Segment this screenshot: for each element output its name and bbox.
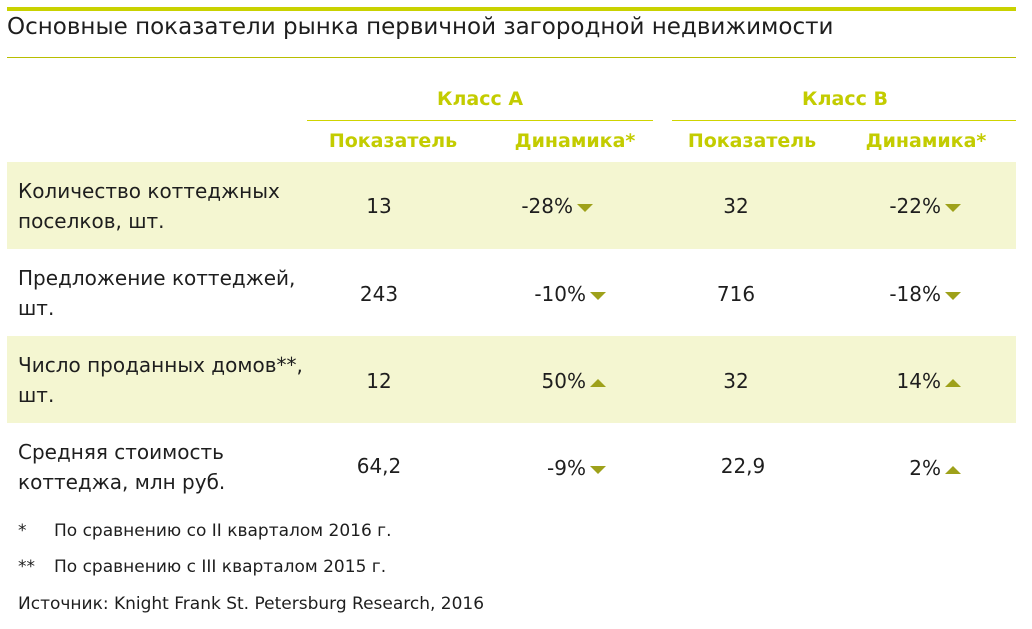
dynamics-value: -9%: [547, 456, 586, 480]
footnote-2-mark: **: [18, 557, 35, 577]
class-b-value: 22,9: [720, 454, 766, 478]
footnote-1-mark: *: [18, 521, 27, 541]
page-title: Основные показатели рынка первичной заго…: [7, 14, 834, 40]
class-b-value: 32: [723, 369, 749, 393]
class-a-dynamics: 50%: [542, 369, 606, 393]
class-a-rule: [307, 120, 653, 121]
top-accent-rule: [7, 7, 1016, 11]
up-arrow-icon: [945, 378, 961, 387]
class-a-dynamics: -10%: [534, 282, 606, 306]
class-b-rule: [672, 120, 1016, 121]
table-row: Предложение коттеджей, шт. 243 -10% 716 …: [7, 249, 1016, 336]
class-b-value: 716: [716, 282, 756, 306]
table-row: Количество коттеджных поселков, шт. 13 -…: [7, 162, 1016, 249]
down-arrow-icon: [590, 291, 606, 300]
dynamics-value: 14%: [896, 369, 941, 393]
dynamics-value: -28%: [521, 194, 573, 218]
up-arrow-icon: [590, 378, 606, 387]
dynamics-value: -22%: [889, 194, 941, 218]
down-arrow-icon: [590, 465, 606, 474]
class-a-dynamics-header: Динамика*: [514, 130, 636, 152]
table-row: Число проданных домов**, шт. 12 50% 32 1…: [7, 336, 1016, 423]
class-a-value: 243: [359, 282, 399, 306]
down-arrow-icon: [945, 203, 961, 212]
footnote-2-text: По сравнению с III кварталом 2015 г.: [54, 557, 387, 577]
class-b-value: 32: [723, 194, 749, 218]
class-a-header: Класс А: [436, 88, 524, 110]
class-a-value: 64,2: [356, 454, 402, 478]
row-label: Средняя стоимость коттеджа, млн руб.: [18, 440, 226, 494]
footnote-1-text: По сравнению со II кварталом 2016 г.: [54, 521, 392, 541]
dynamics-value: 2%: [909, 456, 941, 480]
dynamics-value: -10%: [534, 282, 586, 306]
class-b-value-header: Показатель: [687, 130, 817, 152]
dynamics-value: 50%: [541, 369, 586, 393]
class-b-dynamics: -22%: [889, 194, 961, 218]
title-divider: [7, 57, 1016, 58]
class-a-value-header: Показатель: [328, 130, 458, 152]
class-b-dynamics: 14%: [897, 369, 961, 393]
class-b-dynamics: -18%: [889, 282, 961, 306]
class-a-dynamics: -28%: [521, 194, 593, 218]
class-b-dynamics: 2%: [909, 456, 961, 480]
down-arrow-icon: [945, 291, 961, 300]
down-arrow-icon: [577, 203, 593, 212]
row-label: Число проданных домов**, шт.: [18, 353, 303, 407]
class-a-value: 12: [366, 369, 392, 393]
up-arrow-icon: [945, 465, 961, 474]
row-label: Предложение коттеджей, шт.: [18, 266, 296, 320]
row-label: Количество коттеджных поселков, шт.: [18, 179, 280, 233]
dynamics-value: -18%: [889, 282, 941, 306]
class-b-header: Класс В: [802, 88, 888, 110]
source-note: Источник: Knight Frank St. Petersburg Re…: [18, 594, 485, 614]
class-a-value: 13: [366, 194, 392, 218]
table-row: Средняя стоимость коттеджа, млн руб. 64,…: [7, 423, 1016, 510]
class-b-dynamics-header: Динамика*: [865, 130, 987, 152]
class-a-dynamics: -9%: [547, 456, 606, 480]
